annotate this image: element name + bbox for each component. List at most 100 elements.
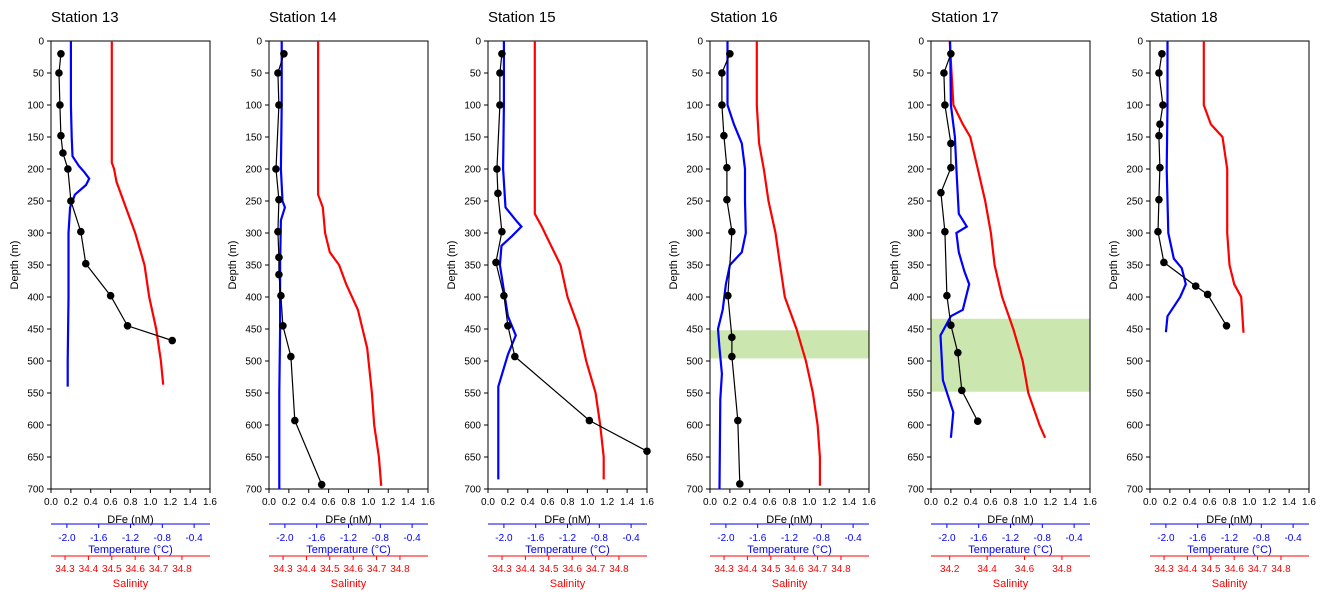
temperature-tick-label: -0.8 — [591, 533, 609, 544]
salinity-tick-label: 34.7 — [586, 564, 606, 575]
temperature-tick-label: -1.2 — [1002, 533, 1020, 544]
y-tick-label: 400 — [686, 293, 703, 304]
dfe-point — [585, 416, 594, 425]
y-tick-label: 100 — [464, 101, 481, 112]
y-tick-label: 500 — [245, 357, 262, 368]
temperature-axis-label: Temperature (°C) — [306, 544, 390, 556]
salinity-tick-label: 34.6 — [125, 564, 145, 575]
y-tick-label: 0 — [38, 37, 44, 48]
dfe-point — [317, 480, 326, 489]
y-tick-label: 700 — [464, 485, 481, 496]
salinity-tick-label: 34.5 — [761, 564, 781, 575]
dfe-tick-label: 0.8 — [561, 497, 575, 508]
y-axis-label: Depth (m) — [1108, 241, 1120, 290]
salinity-tick-label: 34.5 — [539, 564, 559, 575]
salinity-tick-label: 34.8 — [1052, 564, 1072, 575]
y-tick-label: 450 — [1126, 325, 1143, 336]
salinity-tick-label: 34.3 — [273, 564, 293, 575]
dfe-tick-label: 1.0 — [143, 497, 157, 508]
dfe-tick-label: 0.6 — [1203, 497, 1217, 508]
temperature-tick-label: -1.2 — [559, 533, 577, 544]
y-tick-label: 200 — [1126, 165, 1143, 176]
temperature-axis-label: Temperature (°C) — [525, 544, 609, 556]
dfe-point — [947, 139, 955, 148]
salinity-tick-label: 34.5 — [1201, 564, 1221, 575]
temperature-line — [939, 40, 971, 438]
salinity-tick-label: 34.2 — [940, 564, 960, 575]
dfe-point — [718, 69, 726, 77]
station-panel: Station 18 0 50 100 150 200 250 300 350 400 450 500… — [1108, 9, 1316, 590]
dfe-tick-label: 1.2 — [381, 497, 395, 508]
temperature-tick-label: -1.6 — [749, 533, 767, 544]
salinity-tick-label: 34.5 — [102, 564, 122, 575]
y-tick-label: 350 — [686, 261, 703, 272]
y-tick-label: 300 — [464, 229, 481, 240]
dfe-point — [275, 101, 283, 109]
salinity-tick-label: 34.8 — [1271, 564, 1291, 575]
y-tick-label: 200 — [27, 165, 44, 176]
dfe-point — [55, 69, 63, 77]
dfe-point — [973, 417, 982, 425]
y-axis-label: Depth (m) — [9, 241, 21, 290]
dfe-tick-label: 0.2 — [282, 497, 296, 508]
dfe-point — [496, 69, 504, 77]
salinity-tick-label: 34.4 — [79, 564, 99, 575]
dfe-point — [64, 165, 72, 173]
panel-title: Station 14 — [269, 9, 337, 26]
dfe-tick-label: 0.2 — [723, 497, 737, 508]
temperature-tick-label: -1.2 — [340, 533, 358, 544]
y-tick-label: 50 — [251, 69, 263, 80]
y-tick-label: 150 — [245, 133, 262, 144]
dfe-tick-label: 0.8 — [124, 497, 138, 508]
plot-frame — [50, 40, 211, 490]
dfe-point — [728, 227, 736, 236]
temperature-tick-label: -1.2 — [122, 533, 140, 544]
salinity-tick-label: 34.4 — [1178, 564, 1198, 575]
station-panel: Station 17 0 50 100 150 200 250 300 350 400 450 500… — [889, 9, 1097, 590]
temperature-tick-label: -0.4 — [1284, 533, 1302, 544]
dfe-point — [643, 447, 651, 456]
y-tick-label: 100 — [1126, 101, 1143, 112]
y-tick-label: 700 — [27, 485, 44, 496]
dfe-tick-label: 1.6 — [203, 497, 217, 508]
y-tick-label: 250 — [907, 197, 924, 208]
y-tick-label: 250 — [27, 197, 44, 208]
salinity-axis-label: Salinity — [993, 578, 1029, 590]
dfe-point — [1159, 101, 1167, 109]
dfe-point — [511, 352, 519, 361]
dfe-point — [57, 50, 65, 58]
dfe-point — [275, 253, 283, 262]
dfe-point — [947, 50, 955, 58]
salinity-tick-label: 34.7 — [1248, 564, 1268, 575]
dfe-tick-label: 0.0 — [703, 497, 717, 508]
dfe-point — [723, 163, 731, 172]
dfe-tick-label: 0.2 — [944, 497, 958, 508]
dfe-tick-label: 0.2 — [501, 497, 515, 508]
y-tick-label: 300 — [27, 229, 44, 240]
dfe-tick-label: 1.0 — [361, 497, 375, 508]
dfe-point — [77, 227, 85, 236]
y-tick-label: 500 — [907, 357, 924, 368]
temperature-tick-label: -0.8 — [813, 533, 831, 544]
dfe-axis-label: DFe (nM) — [987, 514, 1033, 526]
dfe-tick-label: 1.4 — [183, 497, 197, 508]
dfe-point — [106, 291, 115, 300]
salinity-axis-label: Salinity — [772, 578, 808, 590]
dfe-tick-label: 0.2 — [64, 497, 78, 508]
dfe-point — [277, 291, 285, 300]
y-tick-label: 500 — [464, 357, 481, 368]
y-tick-label: 500 — [1126, 357, 1143, 368]
y-tick-label: 450 — [245, 325, 262, 336]
temperature-axis-label: Temperature (°C) — [1187, 544, 1271, 556]
dfe-point — [272, 165, 280, 173]
y-tick-label: 50 — [692, 69, 704, 80]
dfe-tick-label: 1.0 — [580, 497, 594, 508]
dfe-line — [940, 53, 979, 422]
temperature-line — [1164, 41, 1187, 333]
dfe-point — [275, 195, 283, 204]
dfe-point — [1154, 227, 1162, 236]
temperature-tick-label: -0.8 — [1253, 533, 1271, 544]
dfe-tick-label: 0.2 — [1163, 497, 1177, 508]
y-tick-label: 550 — [907, 389, 924, 400]
